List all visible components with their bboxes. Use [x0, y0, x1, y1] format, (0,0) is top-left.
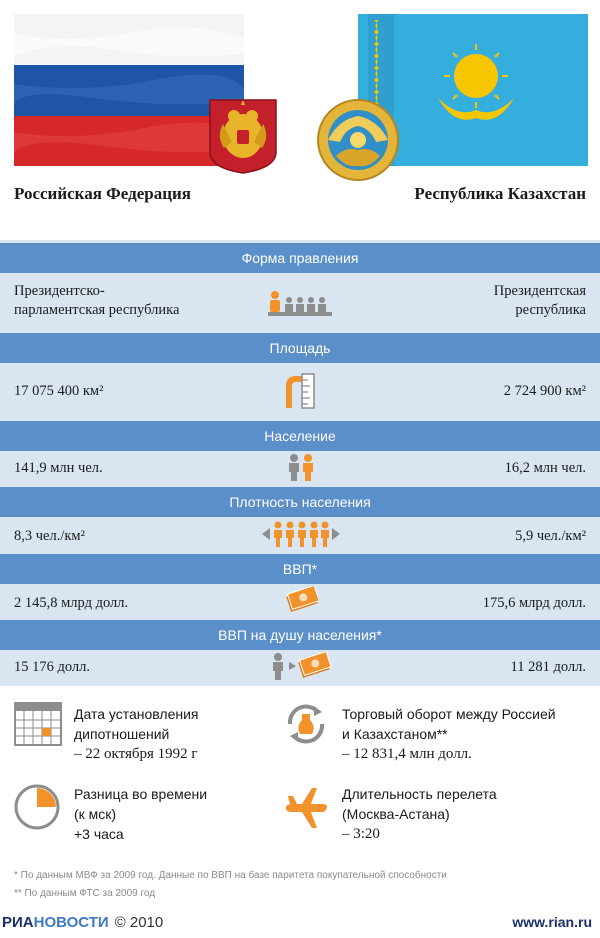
left-country-name: Российская Федерация: [14, 184, 191, 203]
density-icon: [262, 521, 340, 547]
kazakh-emblem-icon: [317, 99, 399, 181]
header-gdp-per-capita: ВВП на душу населения*: [0, 620, 600, 650]
left-density: 8,3 чел./км²: [14, 528, 85, 544]
trade-info: Торговый оборот между Россией и Казахста…: [342, 706, 556, 762]
trade-cycle-icon: [287, 704, 325, 744]
left-government-form: Президентско- парламентская республика: [14, 283, 180, 318]
parliament-icon: [268, 291, 332, 316]
clock-icon: [14, 784, 60, 830]
airplane-icon: [286, 788, 327, 828]
right-gdp-per-capita: 11 281 долл.: [510, 659, 587, 675]
header-density: Плотность населения: [0, 487, 600, 517]
right-population: 16,2 млн чел.: [504, 460, 586, 476]
left-gdp-per-capita: 15 176 долл.: [14, 659, 91, 675]
comparison-table: Форма правления Президентско- парламентс…: [0, 240, 600, 686]
left-area: 17 075 400 км²: [14, 383, 104, 399]
time-diff-info: Разница во времени (к мск) +3 часа: [74, 786, 208, 842]
footer: РИАНОВОСТИ © 2010 www.rian.ru: [0, 906, 600, 938]
russian-eagle-icon: [209, 99, 277, 174]
person-money-icon: [273, 652, 332, 680]
header-population: Население: [0, 421, 600, 451]
money-icon: [286, 586, 318, 612]
flags-section: Российская Федерация Республика Казахста…: [0, 0, 600, 240]
diplomacy-info: Дата установления дипотношений – 22 октя…: [74, 706, 199, 762]
right-density: 5,9 чел./км²: [515, 528, 586, 544]
info-section: Дата установления дипотношений – 22 октя…: [0, 686, 600, 899]
calendar-icon: [14, 702, 62, 746]
header-government-form: Форма правления: [0, 243, 600, 273]
right-gdp: 175,6 млрд долл.: [482, 595, 586, 611]
footnote-1: * По данным МВФ за 2009 год. Данные по В…: [14, 870, 447, 881]
left-gdp: 2 145,8 млрд долл.: [14, 595, 129, 611]
footnote-2: ** По данным ФТС за 2009 год: [14, 888, 156, 899]
right-government-form: Президентская республика: [493, 283, 586, 318]
flight-info: Длительность перелета (Москва-Астана) – …: [342, 786, 497, 842]
right-country-name: Республика Казахстан: [414, 184, 586, 203]
people-icon: [289, 454, 313, 481]
site-link[interactable]: www.rian.ru: [512, 914, 592, 930]
right-area: 2 724 900 км²: [503, 383, 586, 399]
header-gdp: ВВП*: [0, 554, 600, 584]
ruler-icon: [286, 373, 315, 409]
header-area: Площадь: [0, 333, 600, 363]
russia-flag-icon: [14, 14, 244, 166]
ria-novosti-logo: РИАНОВОСТИ © 2010: [2, 914, 164, 931]
left-population: 141,9 млн чел.: [14, 460, 103, 476]
